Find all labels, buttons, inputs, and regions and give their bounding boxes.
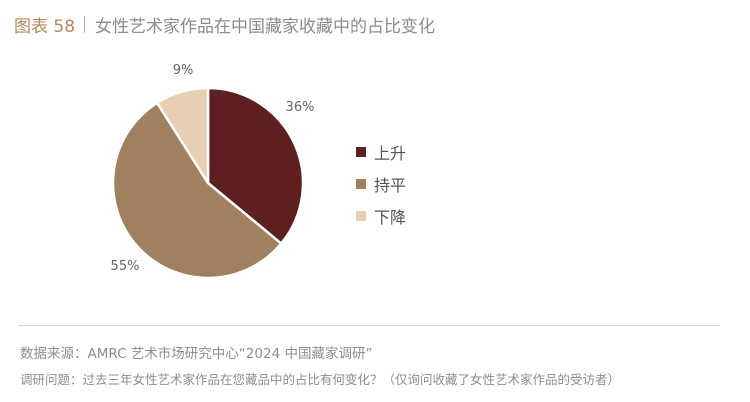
legend-item: 上升 [356,136,406,168]
legend-label: 持平 [374,176,407,195]
pie-chart: 36% 55% 9% [111,63,315,280]
slice-value-label: 55% [111,259,140,274]
legend-swatch [356,147,366,157]
legend-item: 下降 [356,200,406,232]
figure-label: 图表 58 [14,16,76,37]
header-separator [84,15,86,33]
slice-value-label: 36% [286,100,315,115]
pie-slice-3 [155,86,210,185]
chart-legend: 上升 持平 下降 [356,136,406,232]
legend-swatch [356,211,366,221]
survey-question-note: 调研问题：过去三年女性艺术家作品在您藏品中的占比有何变化？（仅询问收藏了女性艺术… [20,372,621,387]
legend-swatch [356,179,366,189]
legend-label: 上升 [374,144,407,163]
footer-divider [18,325,720,326]
legend-item: 持平 [356,168,406,200]
data-source-note: 数据来源：AMRC 艺术市场研究中心“2024 中国藏家调研” [20,346,373,362]
chart-title: 女性艺术家作品在中国藏家收藏中的占比变化 [95,16,436,37]
pie-slices [111,86,305,280]
pie-slice-1 [206,86,305,245]
pie-slice-2 [111,101,283,280]
chart-header: 图表 58 女性艺术家作品在中国藏家收藏中的占比变化 [14,12,436,37]
slice-value-label: 9% [173,63,194,78]
pie-labels: 36% 55% 9% [111,63,315,274]
legend-label: 下降 [374,208,407,227]
